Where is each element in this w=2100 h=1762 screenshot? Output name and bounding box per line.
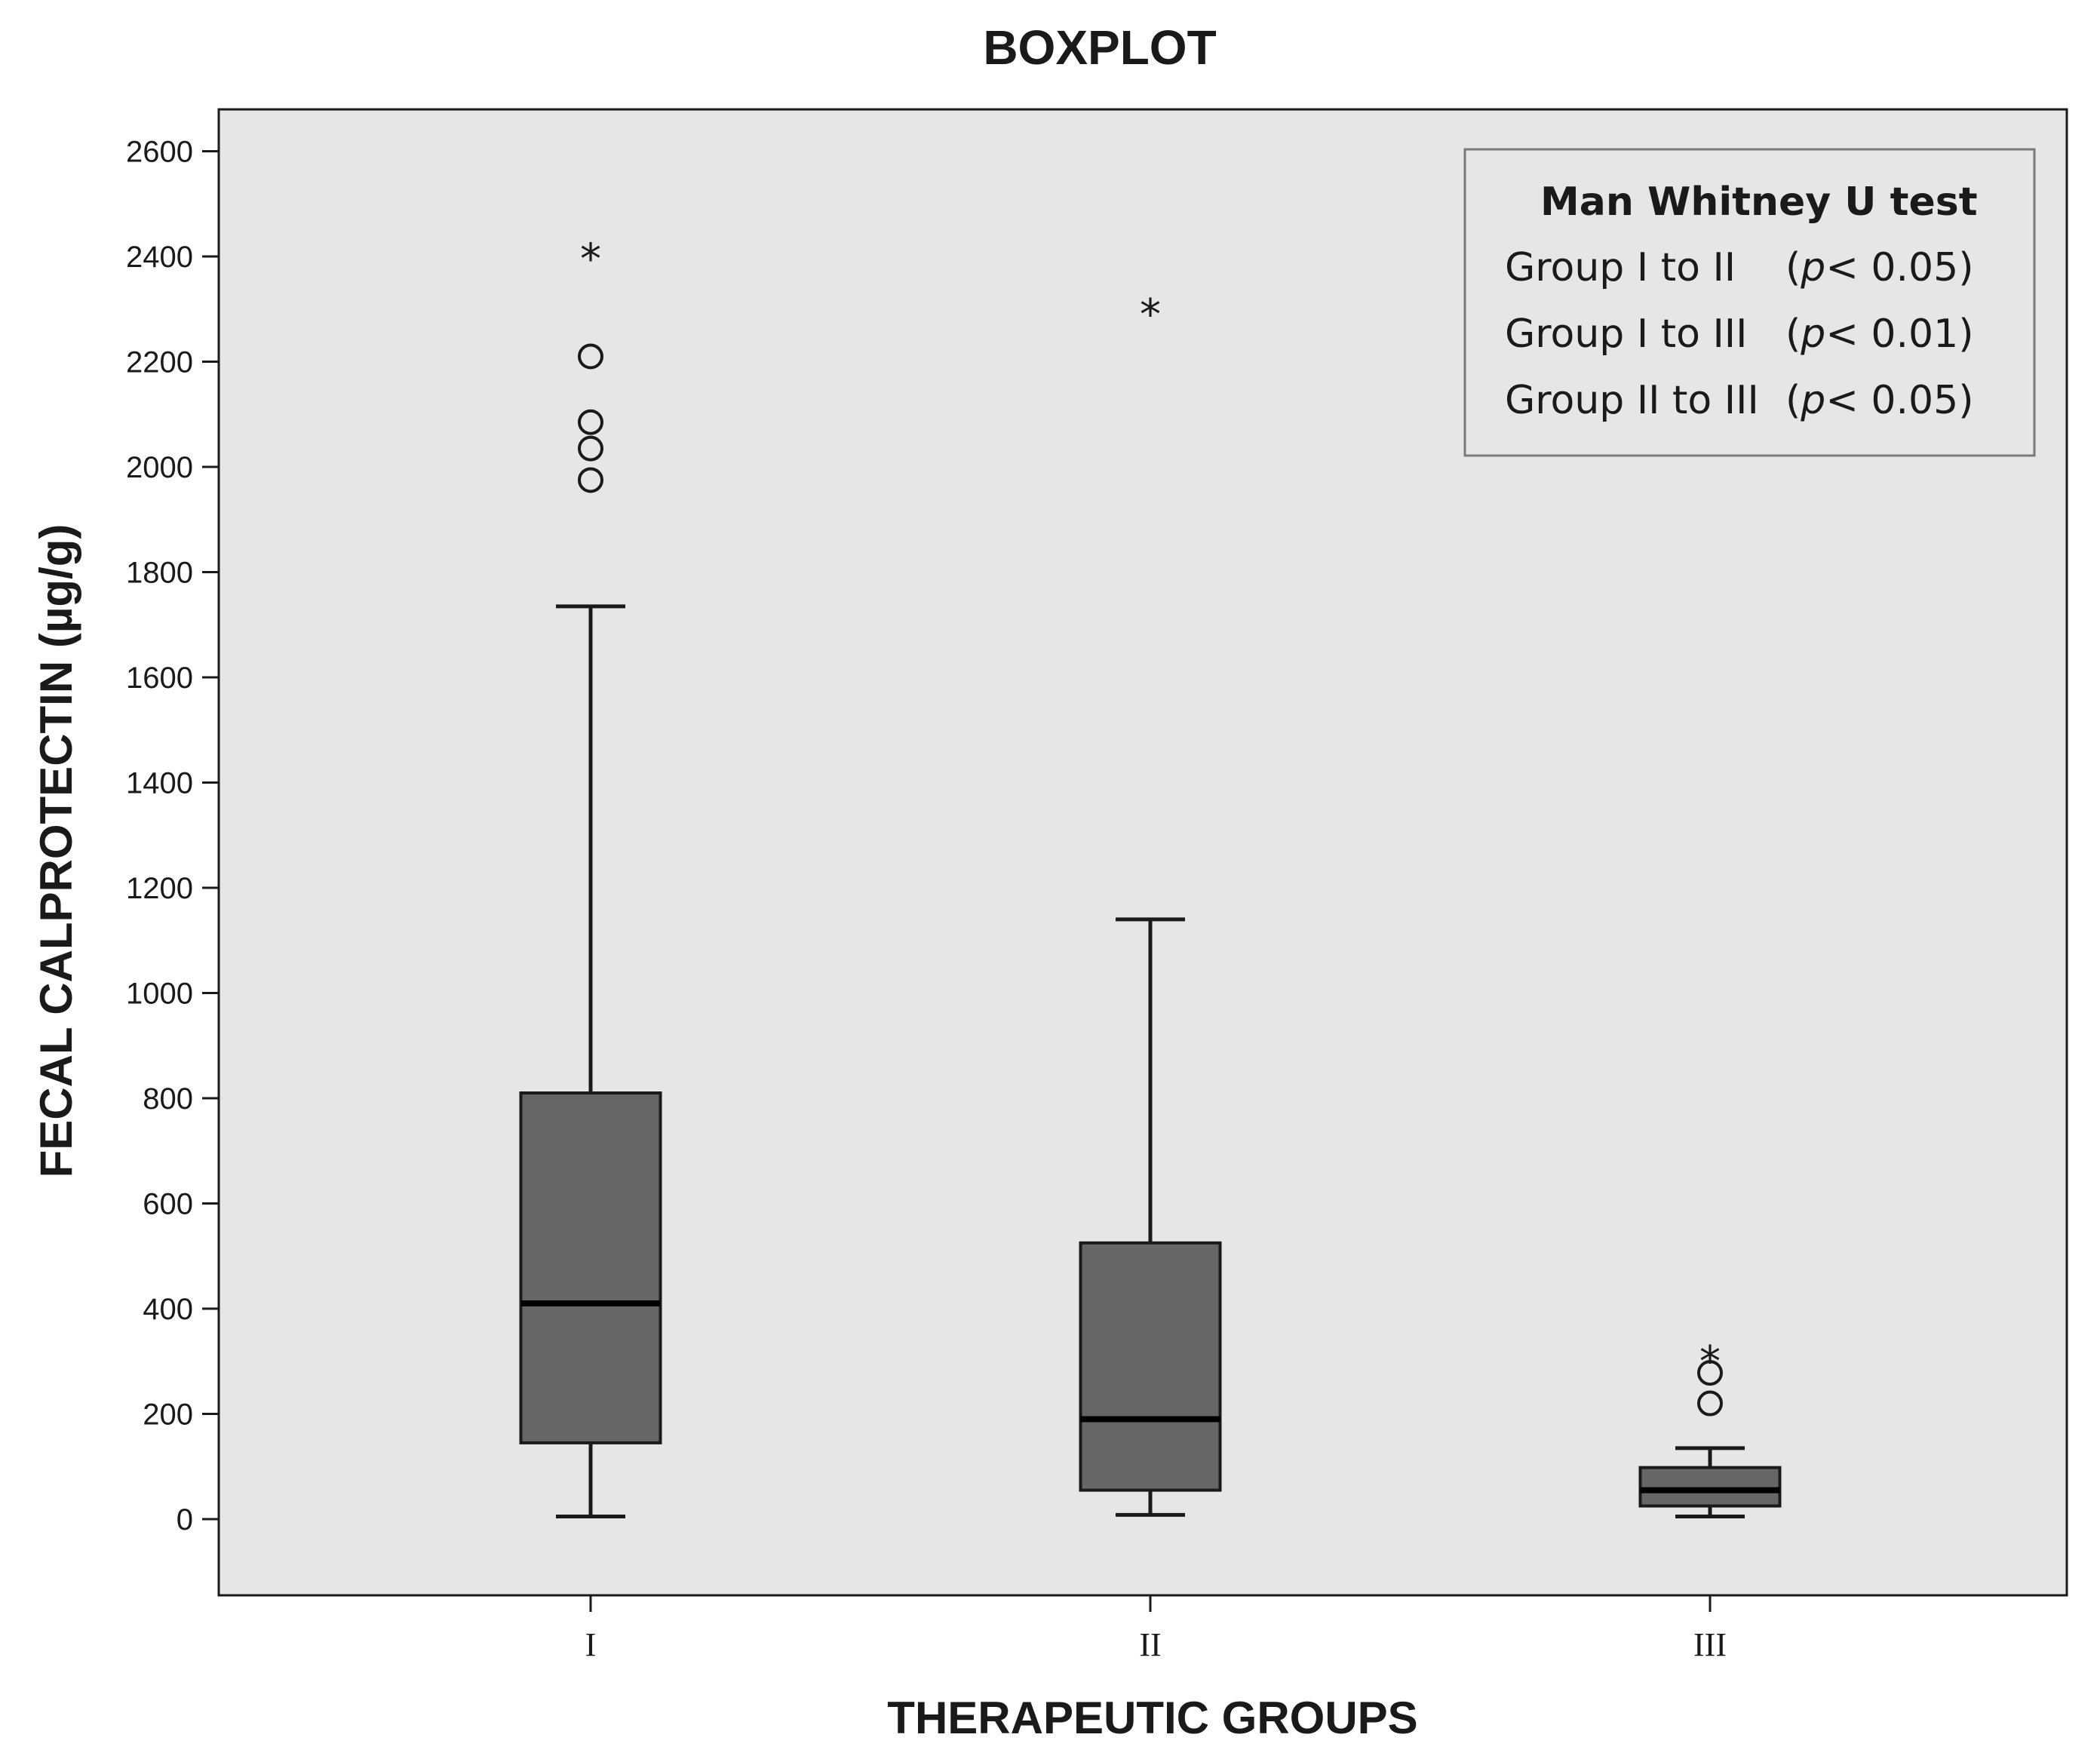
box-iqr <box>519 1091 662 1444</box>
extreme-point: * <box>1699 1337 1721 1386</box>
legend-item-label: Group II to III <box>1505 378 1759 423</box>
y-tick-label: 800 <box>143 1082 193 1116</box>
y-tick-label: 1400 <box>126 767 193 800</box>
legend-item-pvalue: (p< 0.01) <box>1785 312 1974 357</box>
outlier-point <box>1697 1390 1723 1417</box>
chart-title: BOXPLOT <box>983 20 1216 75</box>
legend-item-pvalue: (p< 0.05) <box>1785 245 1974 290</box>
x-tick-label: III <box>1693 1626 1727 1663</box>
y-tick-label: 1800 <box>126 557 193 590</box>
y-tick-label: 2200 <box>126 346 193 379</box>
x-axis: I II III <box>585 1595 1727 1663</box>
box-group: * <box>1079 290 1222 1517</box>
extreme-point: * <box>580 235 601 284</box>
y-tick-label: 2600 <box>126 136 193 169</box>
y-tick-label: 0 <box>177 1503 193 1536</box>
legend-box <box>1463 148 2036 457</box>
y-tick-label: 400 <box>143 1293 193 1326</box>
y-tick-label: 1000 <box>126 978 193 1011</box>
x-tick-label: I <box>585 1626 597 1663</box>
extreme-point: * <box>1140 290 1161 339</box>
y-tick-label: 1200 <box>126 872 193 905</box>
y-axis: 0 200 400 600 800 1000 1200 1400 1600 1800 2000 220… <box>126 136 219 1536</box>
legend-p-value: < 0.05 <box>1825 245 1958 290</box>
legend-p-symbol: p <box>1800 245 1825 290</box>
y-tick-label: 2000 <box>126 451 193 484</box>
box-group: * <box>519 235 662 1519</box>
legend-p-symbol: p <box>1800 378 1825 423</box>
y-tick-label: 600 <box>143 1188 193 1221</box>
y-axis-title: FECAL CALPROTECTIN (µg/g) <box>31 524 81 1178</box>
legend-p-symbol: p <box>1800 312 1825 357</box>
outlier-point <box>578 409 603 435</box>
boxes-layer: * * * <box>519 235 1782 1519</box>
x-axis-title: THERAPEUTIC GROUPS <box>887 1693 1417 1743</box>
legend-p-value: < 0.01 <box>1825 312 1958 357</box>
y-tick-label: 1600 <box>126 662 193 695</box>
y-tick-label: 2400 <box>126 241 193 274</box>
outlier-point <box>578 467 603 493</box>
box-iqr <box>1638 1466 1782 1508</box>
box-group: * <box>1638 1337 1782 1519</box>
outlier-point <box>578 435 603 462</box>
box-iqr <box>1079 1241 1222 1492</box>
legend-item-pvalue: (p< 0.05) <box>1785 378 1974 423</box>
legend-p-value: < 0.05 <box>1825 378 1958 423</box>
legend-item-label: Group I to III <box>1505 312 1747 357</box>
outlier-point <box>578 343 603 370</box>
y-tick-label: 200 <box>143 1398 193 1432</box>
legend: Man Whitney U test Group I to II (p< 0.0… <box>1463 148 2036 457</box>
legend-title: Man Whitney U test <box>1540 180 1978 225</box>
outlier-point <box>1697 1360 1723 1386</box>
x-tick-label: II <box>1139 1626 1161 1663</box>
legend-item-label: Group I to II <box>1505 245 1736 290</box>
